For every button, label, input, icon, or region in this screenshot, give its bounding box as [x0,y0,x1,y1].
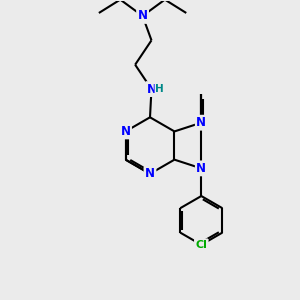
Text: N: N [146,82,157,96]
Text: N: N [121,125,130,138]
Text: N: N [196,116,206,129]
Text: Cl: Cl [195,240,207,250]
Text: H: H [155,84,164,94]
Text: N: N [138,10,148,22]
Text: N: N [145,167,155,180]
Text: N: N [196,162,206,175]
